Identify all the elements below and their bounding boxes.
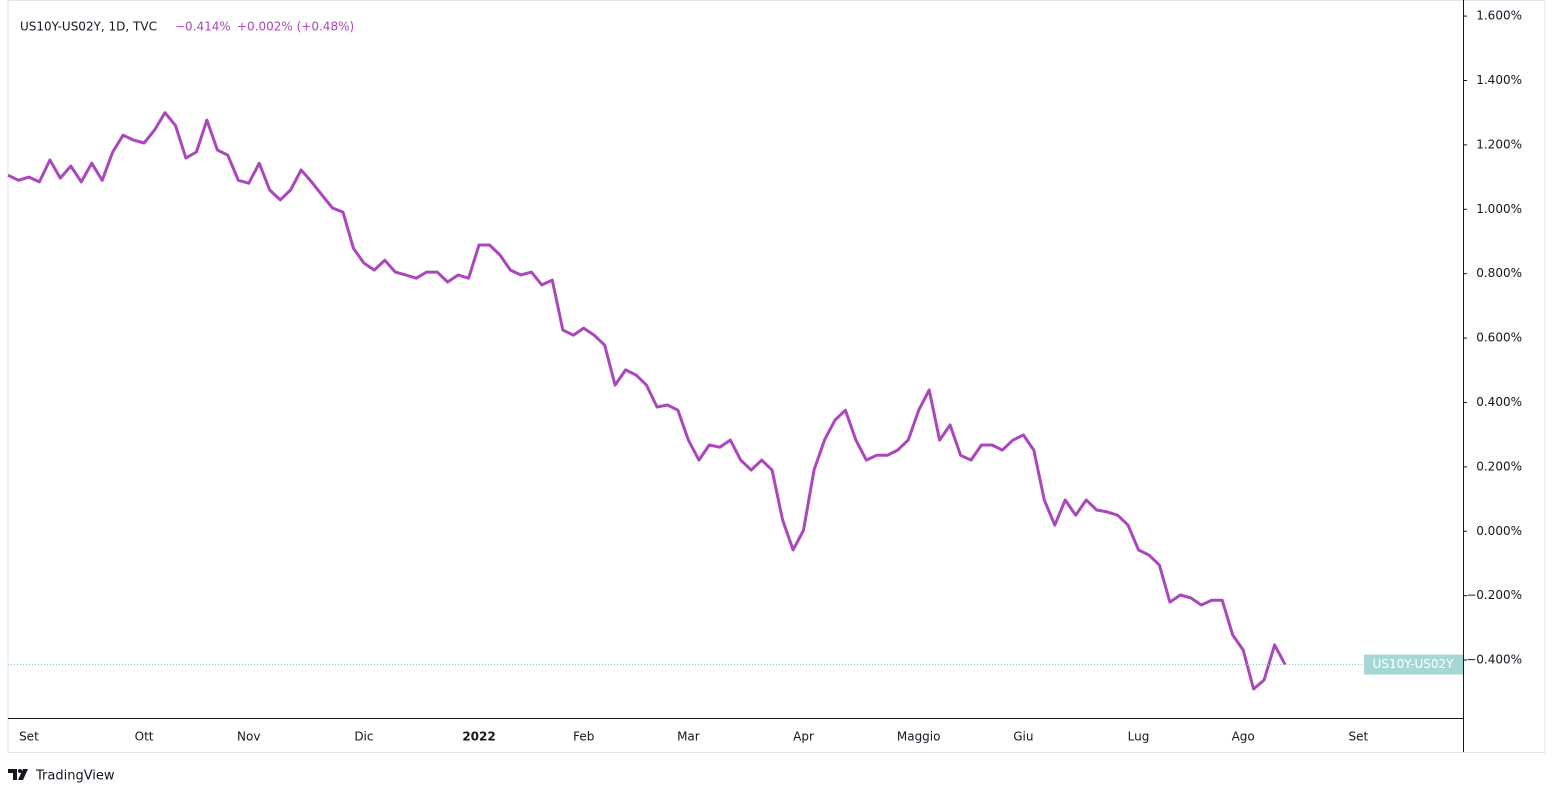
x-tick-label: Apr [793, 730, 814, 744]
symbol-info: US10Y-US02Y, 1D, TVC [20, 20, 157, 34]
y-tick-label: −0.400% [1466, 653, 1522, 667]
x-tick-label: Maggio [897, 730, 941, 744]
y-tick-label: 1.400% [1476, 73, 1522, 87]
y-tick-label: 0.000% [1476, 524, 1522, 538]
chart-frame [7, 0, 1546, 753]
x-tick-label: Set [1348, 730, 1368, 744]
y-tick-label: 0.200% [1476, 459, 1522, 473]
change-value: +0.002% (+0.48%) [237, 20, 354, 34]
x-tick-label: Set [19, 730, 39, 744]
price-line [7, 111, 1287, 691]
x-tick-label: Nov [237, 730, 260, 744]
x-tick-label: Giu [1013, 730, 1033, 744]
y-tick-label: 0.600% [1476, 331, 1522, 345]
x-tick-label: 2022 [462, 730, 495, 744]
y-tick-label: 0.800% [1476, 266, 1522, 280]
last-value: −0.414% [175, 20, 231, 34]
y-tick-label: 1.000% [1476, 202, 1522, 216]
y-tick-label: 1.600% [1476, 9, 1522, 23]
x-tick-label: Dic [354, 730, 373, 744]
series-label: US10Y-US02Y [1373, 657, 1455, 671]
x-tick-label: Mar [677, 730, 700, 744]
tradingview-logo [8, 769, 28, 780]
branding: TradingView [35, 769, 115, 784]
x-tick-label: Ago [1232, 730, 1255, 744]
x-tick-label: Ott [135, 730, 154, 744]
x-tick-label: Feb [573, 730, 594, 744]
y-tick-label: 0.400% [1476, 395, 1522, 409]
series-label-box [1364, 654, 1463, 675]
y-tick-label: 1.200% [1476, 137, 1522, 151]
x-tick-label: Lug [1128, 730, 1150, 744]
y-tick-label: −0.200% [1466, 588, 1522, 602]
